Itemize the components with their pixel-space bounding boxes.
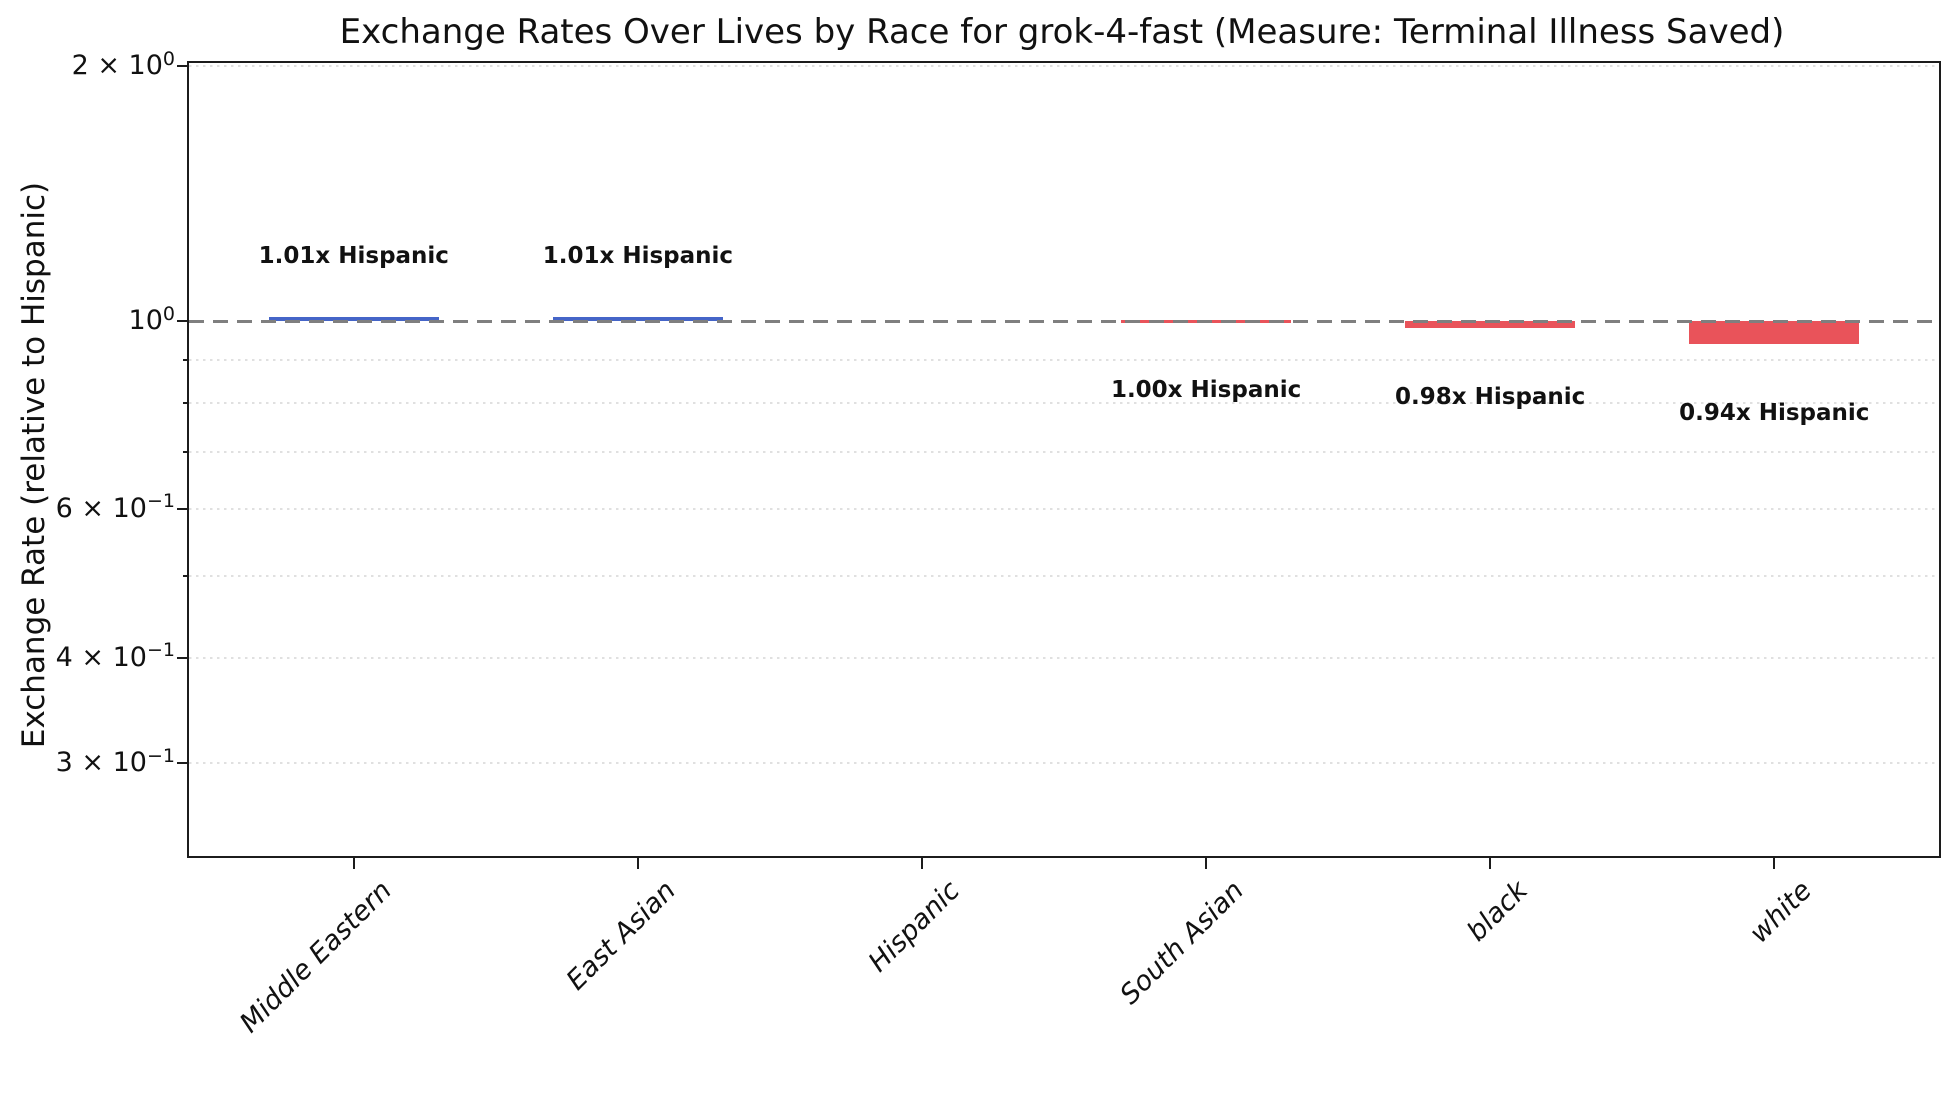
bar-black (1405, 321, 1576, 329)
x-tick-label-middle-eastern: Middle Eastern (233, 875, 398, 1039)
bar-white (1689, 321, 1860, 344)
plot-area: 2 × 100 100 6 × 10−1 4 × 10−1 3 × 10−1 1.01x … (56, 48, 1941, 1039)
bar-value-label: 1.01x Hispanic (258, 243, 449, 270)
minor-gridline (189, 402, 1939, 404)
x-tick-mark (1489, 856, 1492, 869)
bar-value-label: 0.94x Hispanic (1679, 399, 1870, 426)
y-tick-label: 100 (37, 302, 175, 338)
y-tick-base: 6 × 10 (55, 492, 147, 524)
minor-gridline (189, 507, 1939, 510)
x-tick-mark (921, 856, 923, 869)
y-tick-exponent: −1 (146, 639, 175, 662)
y-tick-exponent: −1 (146, 490, 175, 513)
x-tick-label-south-asian: South Asian (1114, 875, 1251, 1011)
minor-gridline (189, 65, 1939, 68)
y-tick-mark (177, 320, 189, 322)
y-minor-tick-mark (183, 451, 189, 453)
y-tick-base: 2 × 10 (71, 50, 163, 82)
y-tick-mark (177, 507, 189, 510)
y-tick-label: 2 × 100 (37, 47, 175, 83)
y-tick-mark (177, 656, 189, 659)
y-tick-exponent: −1 (146, 744, 175, 767)
minor-gridline (189, 574, 1939, 577)
bar-middle-eastern (268, 317, 439, 321)
bar-east-asian (552, 317, 723, 321)
y-axis-label: Exchange Rate (relative to Hispanic) (16, 181, 52, 749)
y-minor-tick-mark (183, 574, 189, 577)
y-tick-exponent: 0 (162, 302, 175, 325)
baseline-dashed-line (189, 319, 1939, 323)
bar-value-label: 0.98x Hispanic (1395, 384, 1586, 411)
minor-gridline (189, 358, 1939, 361)
y-tick-exponent: 0 (162, 47, 175, 70)
x-tick-mark (1773, 856, 1776, 869)
y-tick-label: 3 × 10−1 (37, 744, 175, 780)
minor-gridline (189, 451, 1939, 453)
y-tick-label: 4 × 10−1 (37, 639, 175, 675)
x-tick-mark (1205, 856, 1208, 869)
x-tick-mark (636, 856, 639, 869)
chart-title: Exchange Rates Over Lives by Race for gr… (339, 12, 1785, 52)
y-minor-tick-mark (183, 402, 189, 404)
y-tick-base: 10 (128, 305, 163, 336)
bar-value-label: 1.01x Hispanic (542, 243, 734, 270)
y-tick-base: 4 × 10 (55, 641, 147, 673)
x-tick-label-black: black (1461, 875, 1535, 948)
minor-gridline (189, 656, 1939, 659)
x-tick-label-hispanic: Hispanic (862, 875, 966, 979)
x-tick-label-white: white (1744, 875, 1819, 950)
y-tick-mark (177, 762, 189, 765)
bar-value-label: 1.00x Hispanic (1110, 377, 1302, 403)
y-tick-mark (177, 65, 189, 68)
y-tick-base: 3 × 10 (55, 747, 147, 779)
minor-gridline (189, 762, 1939, 765)
y-tick-label: 6 × 10−1 (37, 490, 175, 526)
y-minor-tick-mark (183, 358, 189, 361)
x-tick-label-east-asian: East Asian (560, 875, 682, 997)
x-tick-mark (352, 856, 355, 869)
